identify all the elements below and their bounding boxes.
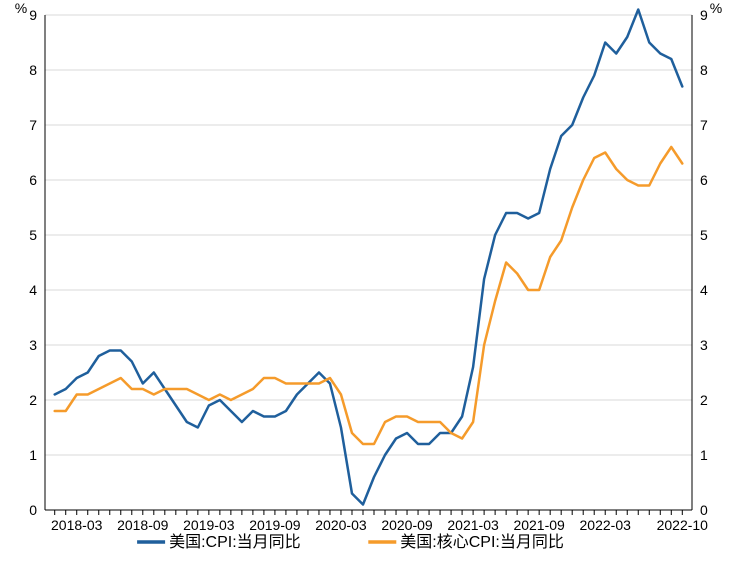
- y-tick-left: 2: [29, 392, 37, 408]
- x-tick-label: 2022-03: [580, 517, 632, 533]
- y-left-unit: %: [15, 0, 27, 16]
- y-tick-left: 4: [29, 282, 37, 298]
- cpi-line-chart: 0 0 1 1 2 2 3 3 4 4 5 5 6 6 7 7 8 8 9 9%% 2018-03 2018-09 2019…: [0, 0, 737, 565]
- y-tick-left: 3: [29, 337, 37, 353]
- y-tick-right: 4: [700, 282, 708, 298]
- y-tick-left: 8: [29, 62, 37, 78]
- y-tick-right: 7: [700, 117, 708, 133]
- y-tick-right: 8: [700, 62, 708, 78]
- y-tick-left: 1: [29, 447, 37, 463]
- x-tick-label: 2019-03: [183, 517, 235, 533]
- y-tick-right: 9: [700, 7, 708, 23]
- x-tick-label: 2022-10: [657, 517, 709, 533]
- legend-label-0: 美国:CPI:当月同比: [169, 533, 301, 551]
- y-tick-right: 0: [700, 502, 708, 518]
- y-tick-right: 2: [700, 392, 708, 408]
- y-tick-right: 6: [700, 172, 708, 188]
- x-tick-label: 2018-09: [117, 517, 169, 533]
- x-tick-label: 2021-09: [513, 517, 565, 533]
- x-tick-label: 2018-03: [51, 517, 103, 533]
- y-tick-left: 6: [29, 172, 37, 188]
- y-tick-left: 9: [29, 7, 37, 23]
- x-tick-label: 2020-03: [315, 517, 367, 533]
- y-tick-right: 3: [700, 337, 708, 353]
- y-right-unit: %: [710, 0, 722, 16]
- x-tick-label: 2021-03: [447, 517, 499, 533]
- y-tick-right: 1: [700, 447, 708, 463]
- x-tick-label: 2020-09: [381, 517, 433, 533]
- y-tick-left: 7: [29, 117, 37, 133]
- y-tick-right: 5: [700, 227, 708, 243]
- y-tick-left: 0: [29, 502, 37, 518]
- chart-bg: [0, 0, 737, 565]
- chart-svg: 0 0 1 1 2 2 3 3 4 4 5 5 6 6 7 7 8 8 9 9%% 2018-03 2018-09 2019…: [0, 0, 737, 565]
- x-tick-label: 2019-09: [249, 517, 301, 533]
- y-tick-left: 5: [29, 227, 37, 243]
- legend-label-1: 美国:核心CPI:当月同比: [400, 533, 564, 551]
